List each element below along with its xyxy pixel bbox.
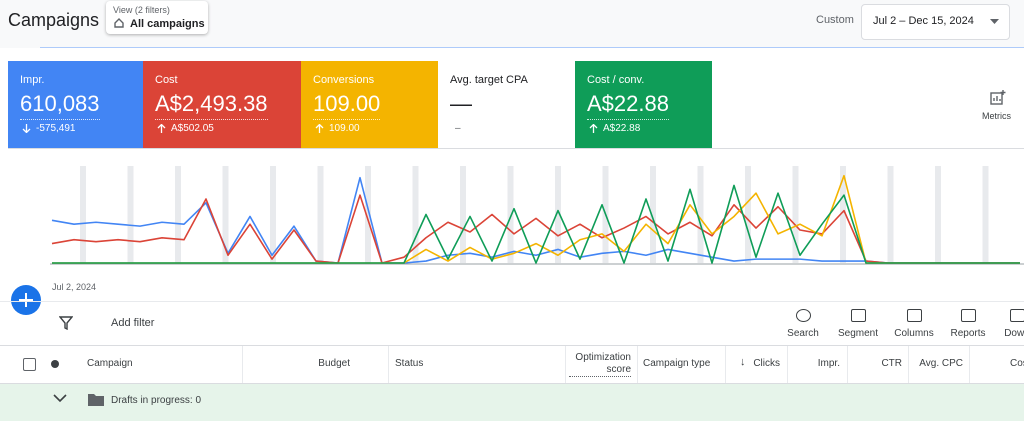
trend-line [51, 176, 1020, 264]
day-band [745, 166, 751, 263]
metric-label: Avg. target CPA [450, 74, 528, 86]
folder-icon [88, 394, 104, 406]
view-label: View (2 filters) [113, 5, 170, 15]
table-row[interactable] [0, 383, 1024, 421]
day-band [935, 166, 941, 263]
toolbar-icon[interactable] [1010, 309, 1024, 322]
day-band [982, 166, 989, 263]
column-header[interactable]: Budget [318, 358, 350, 369]
metric-label: Cost [155, 74, 178, 86]
dropdown-icon [990, 19, 999, 24]
column-header[interactable]: Cos [1010, 358, 1024, 369]
day-band [127, 166, 134, 263]
metric-value: 610,083 [20, 91, 100, 120]
up-arrow [589, 124, 598, 133]
select-all-checkbox[interactable] [23, 358, 36, 371]
metric-card[interactable]: Impr. 610,083 -575,491 [8, 61, 143, 149]
home-icon [114, 18, 124, 28]
day-band [412, 166, 419, 263]
toolbar-label[interactable]: Segment [837, 328, 879, 339]
toolbar-label[interactable]: Reports [950, 328, 986, 339]
metric-value: A$2,493.38 [155, 91, 268, 120]
day-band [697, 166, 704, 263]
up-arrow [157, 124, 166, 133]
column-header[interactable]: Campaign type [643, 358, 711, 369]
metric-card[interactable]: Cost / conv. A$22.88 A$22.88 [575, 61, 712, 149]
column-header[interactable]: Status [395, 358, 424, 369]
metric-change: A$22.88 [603, 123, 641, 134]
status-dot [51, 360, 59, 368]
up-arrow [315, 124, 324, 133]
date-range: Jul 2 – Dec 15, 2024 [873, 15, 974, 27]
day-band [887, 166, 894, 263]
day-band [555, 166, 561, 263]
column-header[interactable]: Impr. [817, 358, 840, 369]
x-start-label: Jul 2, 2024 [52, 282, 97, 292]
metrics-icon[interactable] [990, 90, 1006, 106]
divider [0, 301, 1024, 302]
column-header[interactable]: Optimization score [569, 352, 631, 377]
day-band [840, 166, 846, 263]
metric-card[interactable]: Conversions 109.00 109.00 [301, 61, 438, 149]
column-header[interactable]: Campaign [87, 358, 133, 369]
metric-card[interactable]: Avg. target CPA — – [438, 61, 575, 149]
row-label: Drafts in progress: 0 [111, 395, 202, 406]
view-filter[interactable]: View (2 filters) All campaigns [106, 1, 208, 34]
add-button[interactable] [10, 284, 42, 316]
metric-value: A$22.88 [587, 91, 669, 120]
metric-value: 109.00 [313, 91, 381, 120]
metric-change: – [455, 123, 461, 134]
toolbar-icon[interactable] [907, 309, 922, 322]
trend-line [51, 194, 1020, 264]
day-band [365, 166, 371, 263]
toolbar-label[interactable]: Down [1004, 328, 1024, 339]
metric-card[interactable]: Cost A$2,493.38 A$502.05 [143, 61, 301, 149]
metric-change: 109.00 [329, 123, 360, 134]
down-arrow [22, 124, 31, 133]
page-title: Campaigns [8, 10, 100, 30]
toolbar-label[interactable]: Search [787, 328, 819, 339]
column-header[interactable]: Clicks [753, 358, 780, 369]
sort-arrow: ↓ [740, 356, 746, 368]
range-label: Custom [816, 14, 854, 26]
metric-label: Impr. [20, 74, 45, 86]
toolbar-icon[interactable] [796, 309, 811, 322]
trend-line [52, 184, 1020, 264]
metric-label: Cost / conv. [587, 74, 645, 86]
column-header[interactable]: Avg. CPC [919, 358, 963, 369]
add-filter[interactable]: Add filter [111, 317, 155, 329]
divider [0, 345, 1024, 346]
day-band [650, 166, 656, 263]
day-band [317, 166, 324, 263]
divider [40, 47, 1024, 48]
filter-icon[interactable] [59, 316, 73, 330]
day-band [460, 166, 466, 263]
divider [8, 148, 1024, 149]
metric-value: — [450, 91, 472, 116]
day-band [175, 166, 181, 263]
metric-label: Conversions [313, 74, 375, 86]
view-value: All campaigns [130, 18, 205, 30]
toolbar-icon[interactable] [851, 309, 866, 322]
toolbar-icon[interactable] [961, 309, 976, 322]
expand-icon[interactable] [53, 394, 67, 403]
day-band [80, 166, 86, 263]
day-band [507, 166, 514, 263]
day-band [270, 166, 276, 263]
metric-change: -575,491 [36, 123, 76, 134]
trend-chart [50, 166, 1024, 265]
metric-change: A$502.05 [171, 123, 214, 134]
day-band [222, 166, 229, 263]
toolbar-label[interactable]: Columns [894, 328, 934, 339]
metrics-button[interactable]: Metrics [982, 111, 1011, 121]
column-header[interactable]: CTR [881, 358, 902, 369]
date-picker[interactable]: Jul 2 – Dec 15, 2024 [861, 4, 1010, 40]
day-band [792, 166, 799, 263]
